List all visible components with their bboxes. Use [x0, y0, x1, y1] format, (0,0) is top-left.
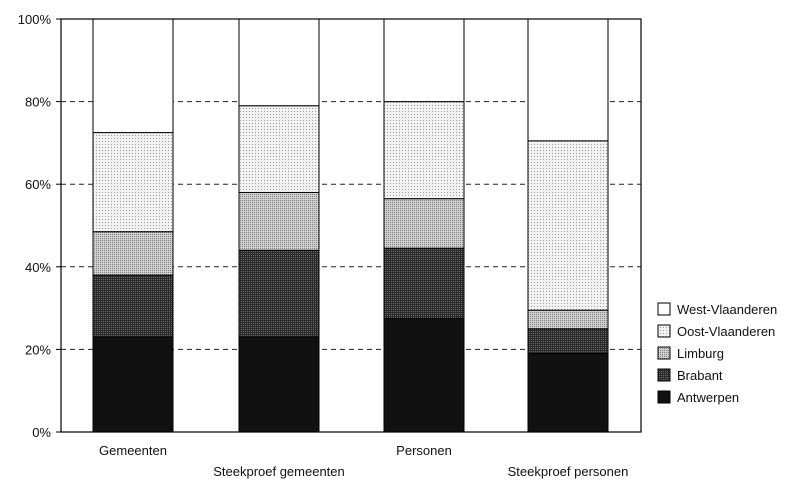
- legend-label-limburg: Limburg: [677, 346, 724, 361]
- category-labels: Gemeenten Steekproef gemeenten Personen Ste…: [99, 443, 628, 479]
- bar-segment-personen-limburg: [383, 198, 465, 249]
- plot-frame: [60, 18, 642, 433]
- y-tick-label: 80%: [25, 95, 51, 110]
- y-tick-labels: 0% 20% 40% 60% 80% 100%: [18, 12, 61, 440]
- bar-segment-personen-brabant: [383, 247, 465, 319]
- bar-segment-gemeenten-west-vlaanderen: [92, 18, 174, 134]
- legend-swatch-oost-vlaanderen: [657, 324, 671, 338]
- bar-segment-gemeenten-antwerpen: [92, 336, 174, 433]
- legend: West-Vlaanderen Oost-Vlaanderen Limburg Bra…: [657, 302, 777, 405]
- bar-segment-steekproef-gemeenten-limburg: [238, 191, 320, 251]
- bar-segment-steekproef-personen-brabant: [527, 328, 609, 355]
- category-label-steekproef-personen: Steekproef personen: [508, 464, 629, 479]
- bars: [92, 18, 609, 433]
- bar-segment-steekproef-gemeenten-west-vlaanderen: [238, 18, 320, 107]
- legend-label-west-vlaanderen: West-Vlaanderen: [677, 302, 777, 317]
- legend-label-oost-vlaanderen: Oost-Vlaanderen: [677, 324, 775, 339]
- y-tick-label: 40%: [25, 260, 51, 275]
- bar-segment-steekproef-personen-limburg: [527, 309, 609, 330]
- category-label-steekproef-gemeenten: Steekproef gemeenten: [213, 464, 345, 479]
- category-label-personen: Personen: [396, 443, 452, 458]
- bar-segment-steekproef-gemeenten-oost-vlaanderen: [238, 105, 320, 193]
- legend-label-antwerpen: Antwerpen: [677, 390, 739, 405]
- legend-swatch-limburg: [657, 346, 671, 360]
- bar-segment-steekproef-personen-west-vlaanderen: [527, 18, 609, 142]
- legend-swatch-west-vlaanderen: [657, 302, 671, 316]
- bar-segment-personen-antwerpen: [383, 317, 465, 433]
- bar-segment-steekproef-personen-antwerpen: [527, 353, 609, 433]
- bar-segment-steekproef-gemeenten-antwerpen: [238, 336, 320, 433]
- bar-segment-personen-west-vlaanderen: [383, 18, 465, 103]
- axes: [60, 18, 642, 433]
- bar-segment-steekproef-gemeenten-brabant: [238, 249, 320, 338]
- y-tick-label: 20%: [25, 342, 51, 357]
- y-tick-label: 100%: [18, 12, 52, 27]
- bar-segment-steekproef-personen-oost-vlaanderen: [527, 140, 609, 311]
- bar-segment-gemeenten-brabant: [92, 274, 174, 338]
- bar-segment-gemeenten-limburg: [92, 231, 174, 276]
- legend-label-brabant: Brabant: [677, 368, 723, 383]
- bar-segment-personen-oost-vlaanderen: [383, 101, 465, 200]
- legend-swatch-brabant: [657, 368, 671, 382]
- y-tick-label: 0%: [32, 425, 51, 440]
- y-tick-label: 60%: [25, 177, 51, 192]
- gridlines: [61, 101, 641, 350]
- category-label-gemeenten: Gemeenten: [99, 443, 167, 458]
- bar-segment-gemeenten-oost-vlaanderen: [92, 132, 174, 233]
- legend-swatch-antwerpen: [657, 390, 671, 404]
